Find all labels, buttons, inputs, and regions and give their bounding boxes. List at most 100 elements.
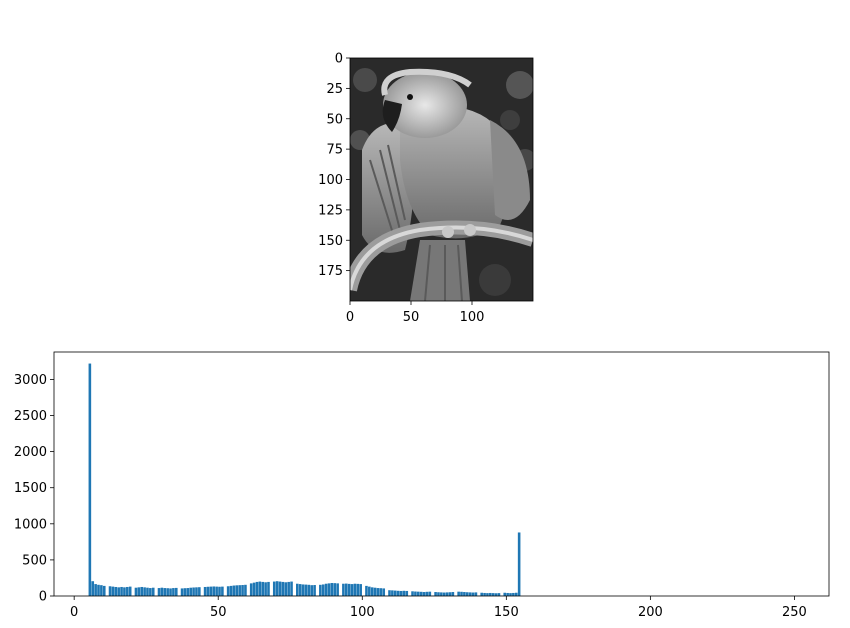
histogram-bar bbox=[221, 586, 224, 596]
histogram-xtick-label: 50 bbox=[210, 605, 227, 620]
image-ytick-label: 175 bbox=[318, 264, 343, 279]
histogram-bar bbox=[137, 587, 141, 596]
histogram-bar bbox=[261, 581, 265, 596]
histogram-bar bbox=[353, 583, 357, 596]
image-xtick-label: 50 bbox=[403, 310, 420, 325]
histogram-bar bbox=[448, 592, 452, 596]
histogram-bar bbox=[272, 581, 276, 596]
histogram-bar bbox=[480, 592, 483, 596]
histogram-bar bbox=[419, 591, 423, 596]
histogram-bar bbox=[347, 583, 351, 596]
histogram-bar bbox=[258, 581, 262, 596]
histogram-bar bbox=[471, 592, 475, 596]
histogram-bar bbox=[425, 591, 429, 596]
image-ytick-label: 0 bbox=[335, 52, 343, 67]
histogram-bar bbox=[134, 587, 138, 596]
histogram-bar bbox=[218, 586, 221, 596]
histogram-bar bbox=[359, 584, 362, 596]
histogram-bar bbox=[512, 592, 515, 596]
histogram-bar bbox=[126, 586, 129, 596]
histogram-bar bbox=[120, 586, 123, 596]
histogram-bar bbox=[169, 588, 172, 596]
histogram-bar bbox=[489, 592, 492, 596]
histogram-bar bbox=[180, 588, 184, 596]
histogram-bar bbox=[296, 583, 299, 596]
histogram-bar bbox=[399, 590, 403, 596]
histogram-bar bbox=[465, 592, 469, 596]
histogram-bar bbox=[209, 586, 213, 596]
histogram-bar bbox=[422, 592, 426, 596]
histogram-bar bbox=[442, 592, 446, 596]
histogram-bar bbox=[97, 584, 100, 596]
histogram-bar bbox=[370, 587, 374, 596]
image-xtick-label: 100 bbox=[460, 310, 485, 325]
histogram-bar bbox=[388, 590, 391, 596]
histogram-bar bbox=[373, 587, 377, 596]
histogram-bar bbox=[307, 584, 311, 596]
histogram-bar bbox=[157, 588, 161, 596]
histogram-bar bbox=[264, 582, 267, 596]
histogram-bar bbox=[160, 587, 164, 596]
histogram-ytick-label: 500 bbox=[22, 553, 47, 568]
histogram-bar bbox=[414, 591, 417, 596]
histogram-bar bbox=[494, 593, 498, 596]
histogram-bar bbox=[319, 584, 322, 596]
histogram-bar bbox=[350, 584, 354, 596]
histogram-bar bbox=[506, 592, 509, 596]
histogram-bar bbox=[235, 585, 239, 596]
histogram-bar bbox=[342, 583, 345, 596]
histogram-bar bbox=[324, 583, 328, 596]
histogram-bar bbox=[212, 586, 216, 596]
histogram-bar bbox=[275, 581, 279, 596]
histogram-bar bbox=[440, 592, 443, 596]
histogram-panel: 0 500 1000 1500 2000 2500 3000 0 50 100 150 200 250 bbox=[14, 351, 830, 620]
histogram-bar bbox=[428, 591, 432, 596]
histogram-bar bbox=[172, 588, 175, 596]
histogram-bar bbox=[321, 584, 325, 596]
histogram-bar bbox=[468, 592, 472, 596]
histogram-bar bbox=[298, 584, 302, 596]
histogram-bar bbox=[304, 584, 308, 596]
histogram-bar bbox=[108, 586, 112, 596]
parrot-photo bbox=[350, 58, 533, 301]
histogram-xtick-label: 150 bbox=[494, 605, 519, 620]
histogram-bar bbox=[128, 586, 132, 596]
histogram-bar bbox=[457, 591, 460, 596]
histogram-xtick-label: 200 bbox=[638, 605, 663, 620]
histogram-bar bbox=[146, 587, 149, 596]
histogram-bar bbox=[91, 581, 95, 596]
histogram-bar bbox=[192, 587, 195, 596]
histogram-bar bbox=[151, 587, 155, 596]
histogram-bar bbox=[437, 592, 440, 596]
histogram-bar bbox=[117, 587, 120, 596]
histogram-bar bbox=[198, 587, 201, 596]
histogram-bar bbox=[460, 591, 463, 596]
histogram-bar bbox=[356, 583, 360, 596]
histogram-bar bbox=[94, 584, 97, 596]
histogram-bar bbox=[241, 585, 244, 596]
histogram-bar bbox=[451, 592, 455, 596]
histogram-bar bbox=[393, 590, 397, 596]
histogram-bar bbox=[486, 593, 489, 596]
histogram-ytick-label: 2500 bbox=[14, 409, 47, 424]
histogram-bar bbox=[186, 588, 190, 596]
histogram-bar bbox=[445, 592, 449, 596]
histogram-bar bbox=[163, 588, 167, 596]
histogram-ytick-label: 1500 bbox=[14, 481, 47, 496]
histogram-bar bbox=[379, 588, 383, 596]
histogram-bar bbox=[206, 586, 210, 596]
histogram-ytick-label: 3000 bbox=[14, 373, 47, 388]
histogram-bar bbox=[503, 592, 507, 596]
histogram-bar bbox=[232, 585, 236, 596]
histogram-bar bbox=[411, 591, 414, 596]
histogram-ytick-label: 1000 bbox=[14, 517, 47, 532]
histogram-bar bbox=[376, 588, 380, 596]
histogram-bar bbox=[278, 581, 282, 596]
histogram-bar bbox=[405, 590, 409, 596]
histogram-bar bbox=[514, 592, 518, 596]
histogram-bar bbox=[483, 592, 486, 596]
histogram-bar bbox=[284, 582, 288, 596]
histogram-bar bbox=[252, 582, 256, 596]
histogram-bar bbox=[313, 585, 316, 596]
histogram-bar bbox=[333, 583, 337, 596]
